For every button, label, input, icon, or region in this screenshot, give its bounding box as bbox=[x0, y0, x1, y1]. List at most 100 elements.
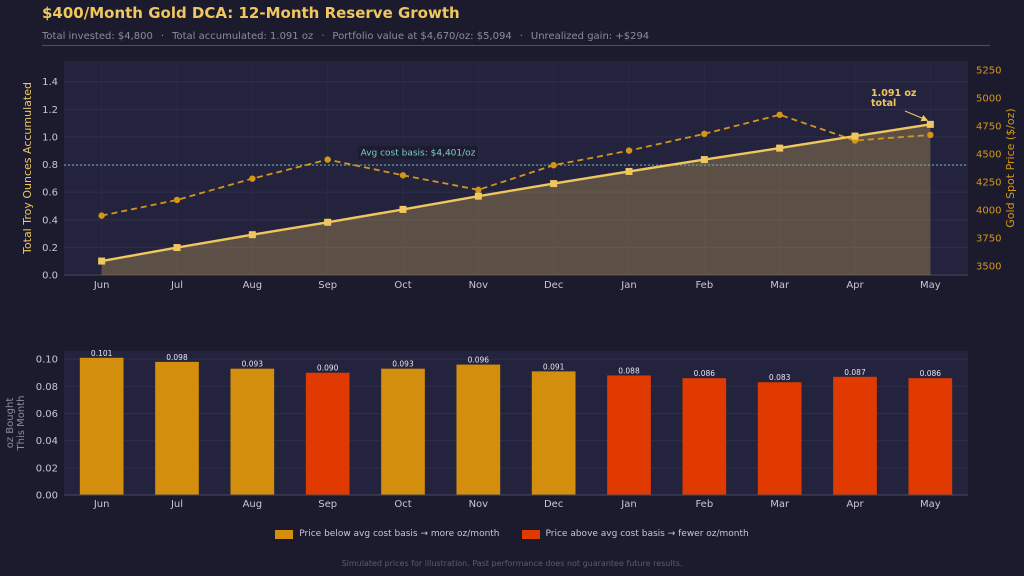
accumulation-point bbox=[550, 180, 558, 188]
accumulation-area bbox=[101, 124, 931, 275]
y-tick-label: 0.00 bbox=[36, 491, 58, 502]
summary-separator: · bbox=[160, 31, 165, 42]
x-tick-label-top: Sep bbox=[318, 280, 337, 291]
total-annotation-line2: total bbox=[871, 98, 896, 109]
monthly-purchase-chart: 0.00 0.02 0.04 0.06 0.08 0.10 0.101 Jun 0.098 Jul… bbox=[5, 349, 968, 510]
accumulation-line bbox=[101, 123, 931, 263]
x-tick-label-bottom: Aug bbox=[243, 499, 263, 510]
price-point bbox=[776, 111, 783, 118]
bar-dec bbox=[531, 371, 576, 495]
bar-oct bbox=[381, 368, 425, 495]
accumulation-point bbox=[173, 244, 181, 252]
y-tick-label: 0.06 bbox=[36, 409, 58, 420]
accumulation-point bbox=[399, 205, 407, 213]
total-annotation-arrow bbox=[904, 110, 929, 122]
page-title: $400/Month Gold DCA: 12-Month Reserve Gr… bbox=[42, 4, 460, 22]
bar-aug bbox=[230, 368, 275, 495]
x-tick-label-top: May bbox=[920, 280, 941, 291]
legend-item-above: Price above avg cost basis → fewer oz/mo… bbox=[521, 529, 749, 539]
bar-value-label: 0.093 bbox=[392, 360, 414, 369]
summary-line: Total invested: $4,800 · Total accumulated… bbox=[42, 31, 649, 42]
y-tick-label-right: 5000 bbox=[976, 93, 1001, 104]
legend-label-below: Price below avg cost basis → more oz/mon… bbox=[299, 529, 500, 539]
x-tick-label-bottom: Sep bbox=[318, 499, 337, 510]
y-tick-label-left: 0.4 bbox=[42, 215, 58, 226]
y-tick-label-right: 4000 bbox=[976, 206, 1001, 217]
x-tick-label-bottom: May bbox=[920, 499, 941, 510]
bar-value-label: 0.090 bbox=[317, 364, 339, 373]
plot-area-top bbox=[64, 61, 968, 275]
price-line bbox=[101, 113, 931, 217]
footnote: Simulated prices for illustration. Past … bbox=[341, 559, 683, 568]
price-point bbox=[625, 147, 633, 154]
plot-area-bottom bbox=[64, 351, 968, 495]
y-tick-label-left: 0.2 bbox=[42, 243, 58, 254]
price-point bbox=[249, 175, 256, 182]
x-tick-label-top: Nov bbox=[469, 280, 489, 291]
price-point bbox=[98, 212, 105, 219]
summary-total-accumulated: Total accumulated: 1.091 oz bbox=[172, 31, 314, 42]
x-tick-label-top: Feb bbox=[695, 280, 713, 291]
x-tick-label-top: Jan bbox=[620, 280, 636, 291]
bar-value-label: 0.093 bbox=[242, 360, 264, 369]
bar-sep bbox=[305, 372, 350, 495]
bar-legend: Price below avg cost basis → more oz/mon… bbox=[0, 529, 1024, 539]
accumulation-chart: 0.0 0.2 0.4 0.6 0.8 1.0 1.2 1.4 Jun Jul Aug Sep Oct N… bbox=[21, 61, 1017, 291]
accumulation-point bbox=[98, 257, 106, 265]
y-tick-label: 0.08 bbox=[36, 382, 58, 393]
x-tick-label-bottom: Mar bbox=[770, 499, 790, 510]
accumulation-point bbox=[625, 167, 633, 175]
price-point bbox=[324, 156, 331, 163]
y-tick-label: 0.10 bbox=[36, 355, 58, 366]
legend-item-below: Price below avg cost basis → more oz/mon… bbox=[275, 529, 500, 539]
y-tick-label-left: 1.0 bbox=[42, 132, 58, 143]
x-tick-label-top: Jun bbox=[93, 280, 110, 291]
bar-value-label: 0.086 bbox=[920, 369, 942, 378]
x-tick-label-bottom: Jan bbox=[620, 499, 636, 510]
legend-swatch-below bbox=[275, 529, 294, 539]
y-axis-label-bottom-2: This Month bbox=[16, 396, 27, 452]
y-tick-label: 0.04 bbox=[36, 436, 58, 447]
bar-jun bbox=[79, 357, 124, 495]
x-tick-label-top: Oct bbox=[394, 280, 411, 291]
x-tick-label-top: Aug bbox=[243, 280, 263, 291]
accumulation-point bbox=[851, 132, 859, 140]
x-tick-label-bottom: Oct bbox=[394, 499, 411, 510]
y-tick-label: 0.02 bbox=[36, 463, 58, 474]
y-tick-label-right: 4500 bbox=[976, 149, 1001, 160]
price-point bbox=[399, 172, 407, 179]
x-tick-label-bottom: Feb bbox=[695, 499, 713, 510]
x-tick-label-bottom: Nov bbox=[469, 499, 489, 510]
bar-value-label: 0.083 bbox=[769, 373, 791, 382]
legend-label-above: Price above avg cost basis → fewer oz/mo… bbox=[545, 529, 749, 539]
y-tick-label-left: 0.6 bbox=[42, 188, 58, 199]
bar-value-label: 0.086 bbox=[694, 369, 716, 378]
x-tick-label-top: Mar bbox=[770, 280, 790, 291]
bar-jan bbox=[607, 375, 651, 495]
bar-mar bbox=[757, 382, 802, 495]
x-tick-label-bottom: Apr bbox=[846, 499, 864, 510]
price-point bbox=[173, 196, 181, 204]
bar-value-label: 0.096 bbox=[468, 356, 490, 365]
price-point bbox=[550, 161, 557, 169]
x-tick-label-top: Apr bbox=[846, 280, 864, 291]
avg-cost-label: Avg cost basis: $4,401/oz bbox=[361, 149, 476, 159]
bar-value-label: 0.091 bbox=[543, 362, 565, 371]
accumulation-point bbox=[324, 218, 332, 226]
price-point bbox=[927, 131, 934, 139]
summary-portfolio-value: Portfolio value at $4,670/oz: $5,094 bbox=[332, 31, 512, 42]
legend-swatch-above bbox=[521, 529, 540, 539]
bar-may bbox=[908, 378, 953, 495]
bar-value-label: 0.098 bbox=[166, 353, 188, 362]
y-axis-label-left: Total Troy Ounces Accumulated bbox=[21, 82, 34, 255]
x-tick-label-bottom: Dec bbox=[544, 499, 563, 510]
accumulation-point bbox=[776, 144, 784, 152]
accumulation-point bbox=[248, 231, 256, 239]
x-tick-label-top: Jul bbox=[170, 280, 183, 291]
y-tick-label-right: 3500 bbox=[976, 262, 1001, 273]
y-axis-label-bottom-1: oz Bought bbox=[5, 398, 16, 449]
x-tick-label-bottom: Jul bbox=[170, 499, 183, 510]
y-tick-label-right: 4250 bbox=[976, 178, 1001, 189]
bar-value-label: 0.101 bbox=[91, 349, 113, 358]
accumulation-point bbox=[474, 192, 482, 200]
